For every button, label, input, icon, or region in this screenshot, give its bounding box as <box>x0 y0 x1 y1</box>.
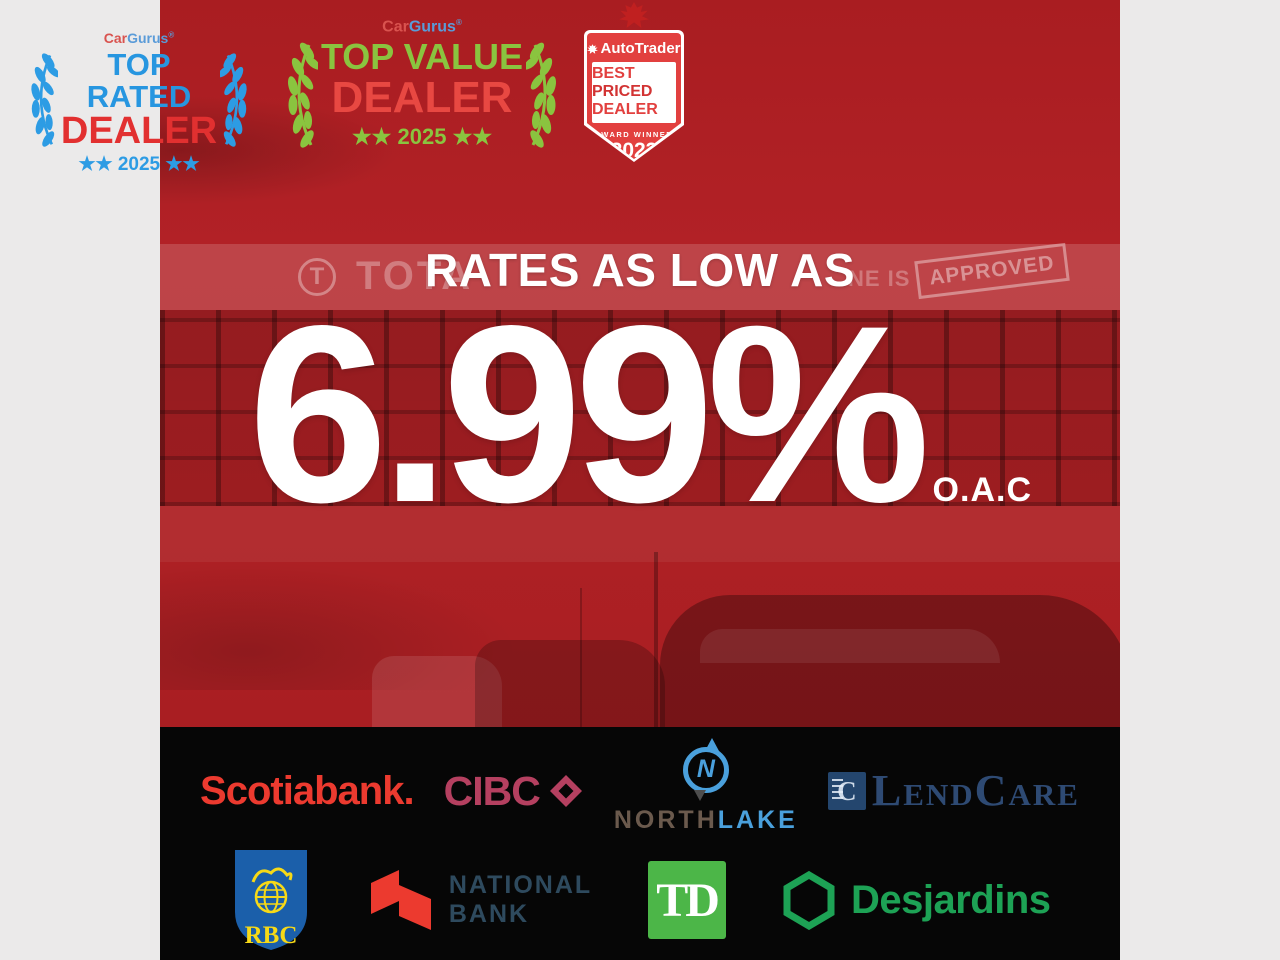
hero-rate-line: 6.99% O.A.C <box>160 289 1120 541</box>
registered-mark: ® <box>168 30 175 40</box>
priced-text: PRICED <box>592 82 653 100</box>
laurel-left-icon <box>288 42 318 148</box>
laurel-right-icon <box>220 53 247 147</box>
cibc-logo: CIBC <box>444 768 584 815</box>
autotrader-panel: BEST PRICED DEALER <box>592 62 676 123</box>
pole-silhouette <box>654 552 658 727</box>
cargurus-logo: CarGurus® <box>318 18 526 36</box>
hero-kicker: RATES AS LOW AS <box>424 244 855 296</box>
badge-cargurus-top-value: CarGurus® TOP VALUE DEALER ★★ 2025 ★★ <box>282 18 562 170</box>
laurel-left-icon <box>31 53 58 147</box>
truck-silhouette <box>475 640 665 727</box>
northlake-compass-icon: N <box>678 737 734 804</box>
cargurus-logo-car: Car <box>103 30 128 46</box>
hero-rate: 6.99% <box>248 274 931 555</box>
storefront-sign-band: T TOTA NE IS APPROVED <box>160 242 1120 310</box>
badge-year: 2025 <box>117 154 161 176</box>
registered-mark: ® <box>455 18 462 27</box>
suv-silhouette <box>660 595 1120 727</box>
badge-title: TOP VALUE <box>320 36 524 78</box>
stars-left: ★★ <box>78 154 113 176</box>
laurel-right-icon <box>526 42 556 148</box>
badge-cargurus-top-rated: CarGurus® TOP RATED DEALER ★★ 2025 ★★ <box>26 30 252 175</box>
lender-row-1: Scotiabank. CIBC N NORTHLAKE C LendCare <box>160 737 1120 841</box>
desjardins-hexagon-icon <box>783 870 835 930</box>
northlake-wordmark: NORTHLAKE <box>614 806 798 835</box>
national-bank-logo: NATIONAL BANK <box>369 868 592 932</box>
autotrader-shield: AutoTrader BEST PRICED DEALER AWARD WINN… <box>584 30 684 162</box>
badge-autotrader-best-priced: AutoTrader BEST PRICED DEALER AWARD WINN… <box>584 2 684 162</box>
national-bank-wordmark: NATIONAL BANK <box>449 871 592 929</box>
badge-year-line: ★★ 2025 ★★ <box>318 124 526 150</box>
northlake-north: NORTH <box>613 805 718 834</box>
national-bank-flag-icon <box>370 870 431 930</box>
award-winner-text: AWARD WINNER <box>594 129 674 139</box>
badge-year-line: ★★ 2025 ★★ <box>58 153 220 176</box>
pole-silhouette-thin <box>580 588 582 728</box>
cibc-diamond-icon <box>549 775 582 807</box>
northlake-lake: LAKE <box>717 805 798 834</box>
lender-logo-bar: Scotiabank. CIBC N NORTHLAKE C LendCare <box>160 727 1120 960</box>
autotrader-logo: AutoTrader <box>587 33 681 62</box>
cargurus-logo-gurus: Gurus <box>408 18 456 36</box>
desjardins-wordmark: Desjardins <box>850 877 1051 922</box>
cargurus-logo-gurus: Gurus <box>127 30 169 46</box>
stars-right: ★★ <box>165 154 200 176</box>
best-text: BEST <box>592 65 635 82</box>
dealer-text: DEALER <box>592 100 658 118</box>
lendcare-icon: C <box>827 772 866 810</box>
cargurus-logo: CarGurus® <box>58 30 220 46</box>
cibc-wordmark: CIBC <box>443 767 541 814</box>
cargurus-logo-car: Car <box>382 18 409 36</box>
maple-leaf-icon <box>619 2 649 28</box>
storefront-sign-text: TOTA <box>356 254 474 298</box>
autotrader-brand-text: AutoTrader <box>600 40 681 57</box>
badge-year: 2025 <box>397 124 447 150</box>
badge-subtitle: DEALER <box>60 110 218 153</box>
badge-subtitle: DEALER <box>331 73 513 123</box>
rbc-logo: RBC <box>235 850 308 950</box>
national-text: NATIONAL <box>448 871 593 900</box>
desjardins-logo: Desjardins <box>781 870 1051 930</box>
northlake-logo: N NORTHLAKE <box>614 737 798 835</box>
lendcare-wordmark: LendCare <box>871 766 1080 815</box>
lendcare-logo: C LendCare <box>827 766 1080 815</box>
stars-left: ★★ <box>351 124 392 150</box>
storefront-windows <box>160 310 1120 506</box>
badge-title: TOP RATED <box>86 47 192 114</box>
rbc-wordmark: RBC <box>245 922 298 949</box>
car-silhouette-white <box>372 656 502 727</box>
hero-condition: O.A.C <box>932 471 1032 509</box>
compass-needle-top <box>704 737 719 751</box>
td-wordmark: TD <box>656 873 720 927</box>
stars-right: ★★ <box>452 124 493 150</box>
northlake-n: N <box>696 755 715 783</box>
award-year: 2023 <box>610 138 658 162</box>
lender-row-2: RBC NATIONAL BANK TD Desjardins <box>160 845 1120 955</box>
storefront-sign-text-right: NE IS <box>848 266 911 291</box>
td-logo: TD <box>647 861 726 939</box>
road-band <box>160 506 1120 562</box>
scotiabank-logo: Scotiabank. <box>200 768 415 813</box>
maple-leaf-icon-small <box>587 43 599 54</box>
grass-hill-silhouette <box>160 560 520 690</box>
storefront-logo-circle: T <box>298 258 336 296</box>
compass-needle-bottom <box>693 789 706 801</box>
bank-text: BANK <box>448 900 530 928</box>
